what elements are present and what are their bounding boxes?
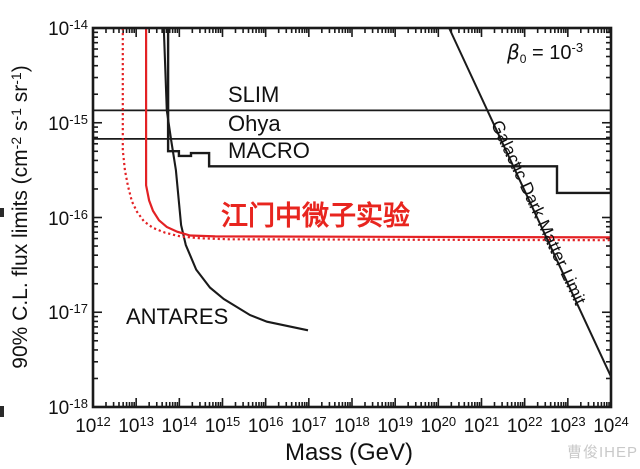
tick-exponent: 23 — [571, 414, 586, 429]
cropped-edge-mark — [0, 208, 4, 217]
x-tick-label: 1024 — [593, 414, 629, 437]
tick-exponent: -15 — [69, 111, 88, 127]
antares-curve-label: ANTARES — [126, 304, 229, 329]
beta-symbol: β — [507, 40, 520, 64]
series-macro — [166, 28, 611, 195]
tick-exponent: -16 — [69, 206, 88, 222]
x-axis-title: Mass (GeV) — [285, 439, 414, 466]
y-tick-label: 10-17 — [48, 301, 88, 325]
tick-exponent: 18 — [355, 414, 370, 429]
tick-exponent: -14 — [69, 17, 88, 32]
series-antares — [162, 27, 309, 332]
tick-exponent: 24 — [614, 414, 629, 429]
tick-exponent: 15 — [225, 414, 241, 429]
tick-exponent: 22 — [527, 414, 543, 429]
x-tick-label: 1014 — [161, 414, 198, 437]
unit-exponent: -1 — [8, 108, 24, 121]
x-tick-label: 1021 — [463, 414, 500, 437]
tick-exponent: 21 — [484, 414, 500, 429]
beta-subscript: 0 — [519, 52, 527, 66]
tick-exponent: 20 — [441, 414, 457, 429]
tick-exponent: 14 — [182, 414, 198, 429]
chart-series — [93, 27, 612, 378]
macro-curve-label: MACRO — [228, 138, 310, 163]
beta-annotation: β0 = 10-3 — [507, 41, 583, 65]
juno-experiment-label: 江门中微子实验 — [221, 201, 410, 231]
y-tick-label: 10-14 — [48, 17, 88, 40]
y-tick-label: 10-15 — [48, 111, 88, 135]
tick-exponent: 16 — [268, 414, 284, 429]
cropped-edge-mark — [0, 406, 4, 417]
x-tick-label: 1017 — [291, 414, 327, 437]
x-tick-label: 1019 — [377, 414, 413, 437]
x-tick-label: 1013 — [118, 414, 154, 437]
ohya-curve-label: Ohya — [228, 111, 281, 136]
x-tick-label: 1020 — [420, 414, 457, 437]
y-tick-label: 10-18 — [48, 396, 88, 419]
watermark: 曹俊IHEP — [566, 444, 638, 461]
unit-exponent: -1 — [8, 72, 24, 85]
tick-exponent: 19 — [398, 414, 413, 429]
tick-exponent: 17 — [312, 414, 327, 429]
x-tick-label: 1012 — [75, 414, 111, 437]
slim-curve-label: SLIM — [228, 82, 280, 107]
x-tick-label: 1015 — [204, 414, 241, 437]
series-juno-expected-solid- — [145, 28, 612, 239]
y-tick-label: 10-16 — [48, 206, 88, 230]
plot-frame — [91, 26, 613, 409]
x-tick-label: 1018 — [334, 414, 370, 437]
tick-exponent: -17 — [69, 301, 88, 317]
tick-exponent: 13 — [139, 414, 154, 429]
x-tick-label: 1016 — [247, 414, 284, 437]
beta-exponent: -3 — [571, 40, 584, 55]
beta-equals: = 10 — [526, 42, 572, 64]
tick-exponent: 12 — [96, 414, 111, 429]
x-tick-label: 1022 — [506, 414, 543, 437]
tick-exponent: -18 — [69, 396, 88, 411]
unit-exponent: -2 — [8, 136, 24, 150]
x-tick-label: 1023 — [550, 414, 586, 437]
series-galactic-dark-matter-limit — [448, 27, 612, 378]
y-axis-title: 90% C.L. flux limits (cm-2 s-1 sr-1) — [8, 65, 32, 369]
